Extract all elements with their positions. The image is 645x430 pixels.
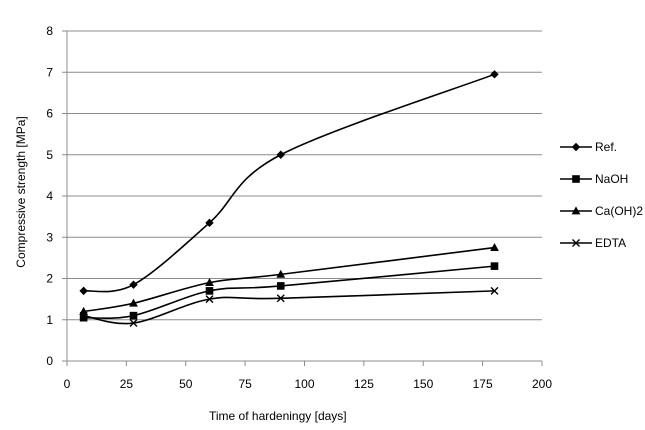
data-point-triangle (129, 298, 138, 307)
legend-label: Ref. (595, 140, 617, 154)
legend-marker-x (572, 239, 580, 247)
x-tick-label: 150 (413, 377, 433, 391)
legend-label: NaOH (595, 172, 628, 186)
series-naoh (79, 262, 499, 322)
data-point-square (276, 282, 285, 290)
series-line (83, 290, 495, 325)
data-point-square (129, 311, 138, 320)
data-point-diamond (129, 280, 138, 289)
legend-marker-square (572, 175, 580, 183)
x-tick-label: 200 (532, 377, 552, 391)
data-point-x (276, 294, 285, 303)
y-tick-label: 4 (46, 189, 53, 203)
data-point-diamond (79, 286, 88, 296)
x-tick-label: 125 (354, 377, 374, 391)
x-tick-label: 100 (294, 377, 314, 391)
data-point-square (79, 313, 88, 322)
axes (62, 30, 543, 366)
legend-label: Ca(OH)2 (595, 204, 643, 218)
y-tick-label: 7 (46, 65, 53, 79)
y-tick-label: 3 (46, 230, 53, 244)
data-point-x (205, 295, 214, 304)
y-tick-label: 5 (46, 148, 53, 162)
data-point-x (490, 286, 499, 295)
data-point-x (79, 311, 88, 320)
series-ca-oh-2 (79, 242, 499, 315)
series-edta (79, 286, 499, 328)
x-tick-labels: 0 25 50 75 100 125 150 175 200 (64, 377, 553, 391)
y-axis-title: Compressive strength [MPa] (14, 116, 28, 267)
legend-item: Ref. (560, 140, 617, 154)
series-line (83, 246, 495, 313)
series-line (83, 265, 495, 320)
x-tick-label: 25 (120, 377, 134, 391)
legend-marker-triangle (571, 206, 581, 215)
gridlines (67, 30, 542, 321)
x-tick-label: 175 (473, 377, 493, 391)
x-tick-label: 0 (64, 377, 71, 391)
y-tick-labels: 0 1 2 3 4 5 6 7 8 (46, 24, 53, 368)
legend-marker-diamond (571, 142, 581, 152)
x-axis-title: Time of hardeningy [days] (209, 409, 347, 423)
data-point-diamond (490, 70, 499, 79)
data-point-square (205, 287, 214, 295)
data-point-diamond (276, 150, 285, 159)
data-point-x (129, 319, 138, 328)
legend-label: EDTA (595, 236, 626, 250)
data-point-triangle (276, 269, 286, 278)
series-line (83, 73, 495, 293)
legend-item: EDTA (560, 236, 626, 250)
data-point-triangle (205, 278, 214, 287)
y-tick-label: 8 (46, 24, 53, 38)
data-point-triangle (490, 242, 499, 251)
legend-item: Ca(OH)2 (560, 204, 643, 218)
legend: Ref. NaOH Ca(OH)2 EDTA (560, 140, 643, 250)
x-tick-label: 50 (179, 377, 193, 391)
y-tick-label: 6 (46, 107, 53, 121)
y-tick-label: 0 (46, 354, 53, 368)
y-tick-label: 2 (46, 272, 53, 286)
series-group (79, 70, 499, 328)
y-tick-label: 1 (46, 313, 53, 327)
legend-item: NaOH (560, 172, 628, 186)
x-tick-label: 75 (238, 377, 252, 391)
data-point-square (490, 262, 499, 270)
data-point-diamond (205, 218, 214, 228)
series-ref- (79, 70, 499, 296)
